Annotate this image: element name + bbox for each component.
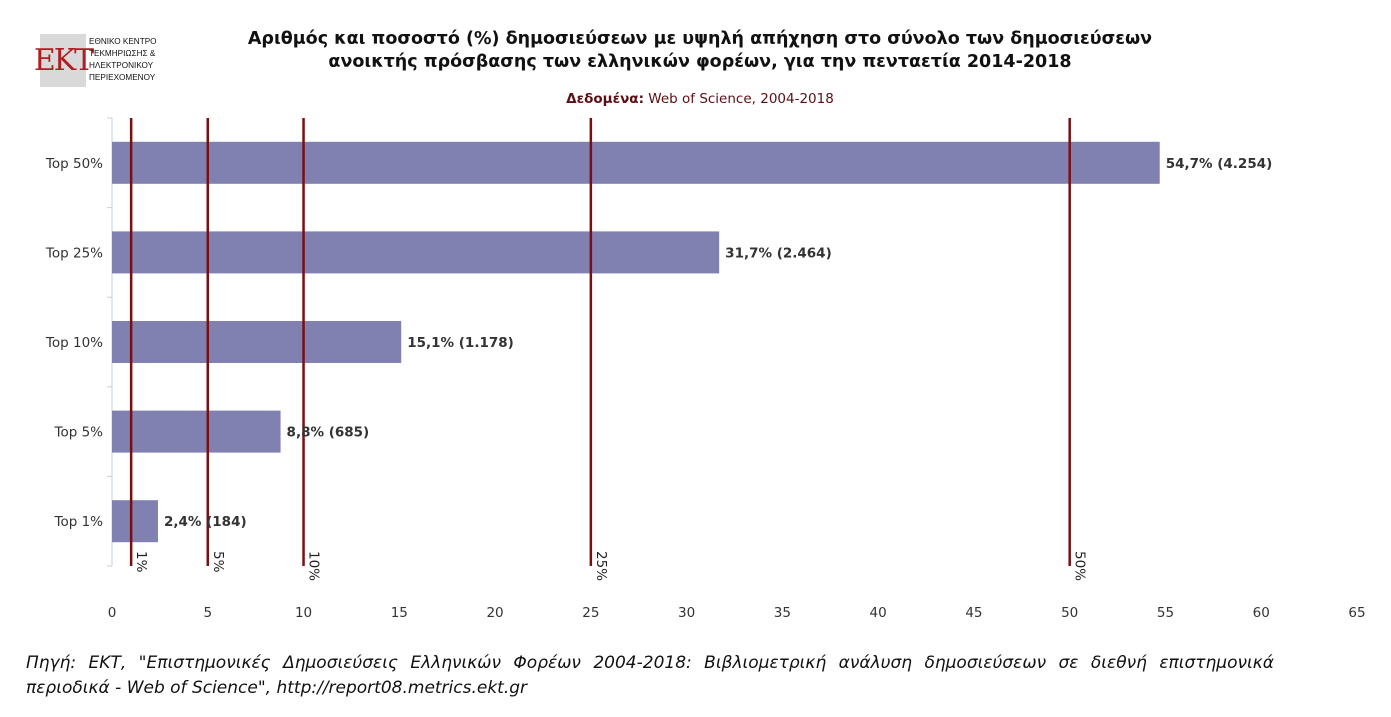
y-tick-label: Top 25% <box>45 245 103 261</box>
ekt-logo-text: ΕΘΝΙΚΟ ΚΕΝΤΡΟ ΤΕΚΜΗΡΙΩΣΗΣ & ΗΛΕΚΤΡΟΝΙΚΟΥ… <box>89 36 174 84</box>
x-tick-label: 30 <box>678 605 695 621</box>
y-tick-label: Top 1% <box>54 514 104 530</box>
chart-title-line-1: Αριθμός και ποσοστό (%) δημοσιεύσεων με … <box>247 29 1153 49</box>
logo-line: ΤΕΚΜΗΡΙΩΣΗΣ & <box>89 49 156 58</box>
reference-line-label: 10% <box>306 551 322 581</box>
reference-line-label: 50% <box>1072 551 1088 581</box>
ekt-logo-mark: EKT <box>34 34 94 87</box>
x-tick-label: 40 <box>870 605 887 621</box>
data-label: 8,8% (685) <box>287 425 370 441</box>
x-tick-label: 35 <box>774 605 791 621</box>
y-tick-label: Top 10% <box>45 335 103 351</box>
ekt-logo: EKT ΕΘΝΙΚΟ ΚΕΝΤΡΟ ΤΕΚΜΗΡΙΩΣΗΣ & ΗΛΕΚΤΡΟΝ… <box>34 34 170 88</box>
data-source-label: Δεδομένα: <box>566 91 644 107</box>
data-label: 31,7% (2.464) <box>725 245 832 261</box>
data-source-value: Web of Science, 2004-2018 <box>644 91 834 107</box>
data-label: 15,1% (1.178) <box>407 335 514 351</box>
x-tick-label: 50 <box>1061 605 1078 621</box>
bar <box>112 500 158 543</box>
logo-line: ΕΘΝΙΚΟ ΚΕΝΤΡΟ <box>89 37 157 46</box>
reference-line-label: 5% <box>210 551 226 573</box>
bar <box>112 231 720 274</box>
x-tick-label: 5 <box>203 605 212 621</box>
bar-chart: Top 50% Top 25% Top 10% Top 5% Top 1% 1% 5% 10%… <box>45 117 1366 621</box>
x-tick-label: 20 <box>486 605 503 621</box>
bar <box>112 321 402 363</box>
data-label: 2,4% (184) <box>164 514 247 530</box>
x-tick-label: 10 <box>295 605 312 621</box>
source-note: Πηγή: ΕΚΤ, "Επιστημονικές Δημοσιεύσεις Ε… <box>26 653 1274 698</box>
x-tick-label: 45 <box>965 605 982 621</box>
y-tick-label: Top 5% <box>54 425 104 441</box>
x-tick-label: 60 <box>1253 605 1270 621</box>
x-tick-label: 0 <box>108 605 117 621</box>
reference-line-label: 1% <box>133 551 149 573</box>
x-tick-label: 65 <box>1348 605 1365 621</box>
chart-title: Αριθμός και ποσοστό (%) δημοσιεύσεων με … <box>150 28 1250 74</box>
y-tick-label: Top 50% <box>45 156 103 172</box>
reference-line-label: 25% <box>593 551 609 581</box>
x-tick-label: 25 <box>582 605 599 621</box>
chart-subtitle: Δεδομένα: Web of Science, 2004-2018 <box>150 91 1250 107</box>
logo-line: ΠΕΡΙΕΧΟΜΕΝΟΥ <box>89 73 156 82</box>
x-tick-label: 15 <box>391 605 408 621</box>
bar <box>112 141 1160 184</box>
chart-title-line-2: ανοικτής πρόσβασης των ελληνικών φορέων,… <box>328 52 1072 72</box>
x-tick-label: 55 <box>1157 605 1174 621</box>
data-label: 54,7% (4.254) <box>1166 156 1273 172</box>
bar <box>112 410 281 453</box>
logo-line: ΗΛΕΚΤΡΟΝΙΚΟΥ <box>89 61 154 70</box>
